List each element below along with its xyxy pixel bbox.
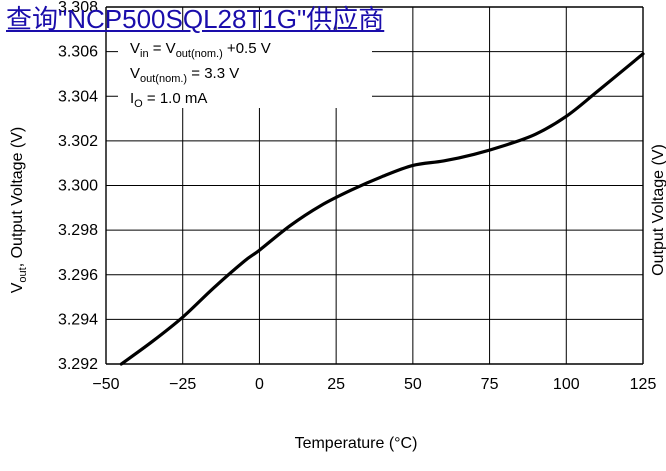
x-tick-label: −25: [169, 376, 196, 393]
x-axis-title: Temperature (°C): [295, 435, 418, 452]
ticks: −50 −25 0 25 50 75 100 125 3.292 3.294 3.296 3.298 3…: [58, 0, 656, 393]
right-partial-axis-title: Output Voltage (V): [650, 144, 666, 276]
annotation-line-2: Vout(nom.) = 3.3 V: [130, 65, 239, 85]
x-tick-label: 75: [481, 376, 499, 393]
x-tick-label: 100: [553, 376, 580, 393]
y-tick-label: 3.302: [58, 133, 98, 150]
x-tick-label: 25: [327, 376, 345, 393]
y-tick-label: 3.294: [58, 311, 98, 328]
x-tick-label: 0: [255, 376, 264, 393]
series-line: [119, 52, 645, 366]
y-tick-label: 3.292: [58, 356, 98, 373]
x-tick-label: 125: [630, 376, 657, 393]
y-tick-label: 3.298: [58, 222, 98, 239]
x-tick-label: 50: [404, 376, 422, 393]
y-tick-label: 3.300: [58, 178, 98, 195]
y-tick-label: 3.304: [58, 88, 98, 105]
supplier-query-link[interactable]: 查询"NCP500SQL28T1G"供应商: [6, 4, 385, 34]
annotation-background: [118, 32, 372, 108]
y-tick-label: 3.306: [58, 44, 98, 61]
annotation-line-3: IO = 1.0 mA: [130, 90, 207, 110]
y-tick-label: 3.296: [58, 267, 98, 284]
grid: [105, 6, 644, 365]
y-tick-label: 3.308: [58, 0, 98, 16]
x-tick-label: −50: [92, 376, 119, 393]
y-axis-title: Vout, Output Voltage (V): [9, 127, 29, 294]
annotation-line-1: Vin = Vout(nom.) +0.5 V: [130, 40, 271, 60]
